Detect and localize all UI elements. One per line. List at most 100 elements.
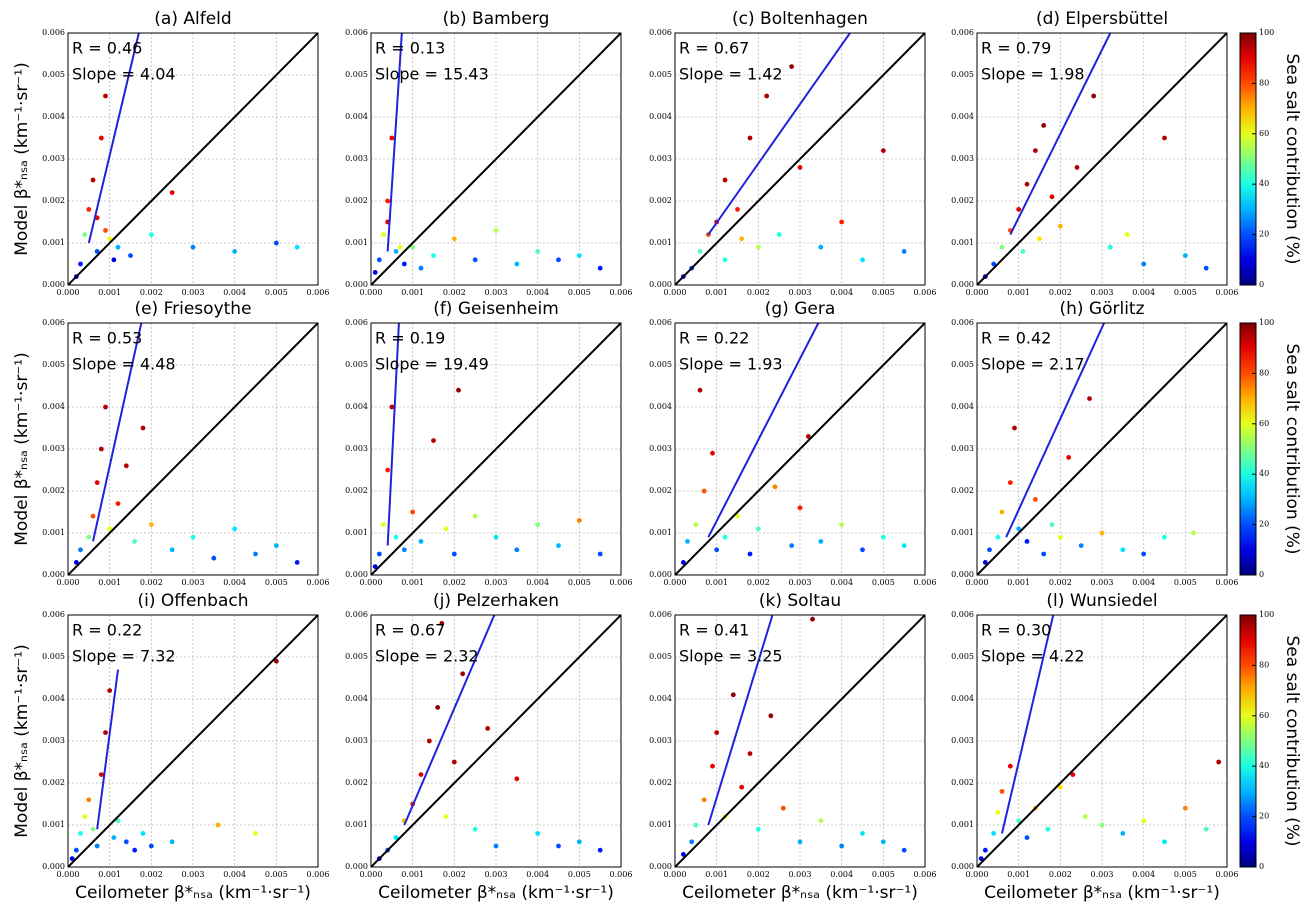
point <box>701 797 707 803</box>
panel: 0.000 0.001 0.002 0.003 0.004 0.005 0.006 0.000… <box>42 299 329 587</box>
point <box>1057 534 1063 540</box>
annotation: Slope = 1.93 <box>679 355 783 374</box>
point <box>211 555 217 561</box>
x-tick-label: 0.001 <box>705 870 728 879</box>
fit-line <box>1005 323 1105 538</box>
point <box>714 730 720 735</box>
colorbar-tick-label: 0 <box>1259 862 1264 871</box>
colorbar-tick-label: 40 <box>1259 179 1269 188</box>
y-tick-label: 0.000 <box>649 862 672 871</box>
point <box>418 539 424 544</box>
y-tick-label: 0.000 <box>649 570 672 579</box>
x-tick-label: 0.000 <box>360 578 383 587</box>
point <box>86 207 92 212</box>
fit-line <box>92 323 143 542</box>
point <box>111 257 117 263</box>
y-tick-label: 0.006 <box>42 318 65 327</box>
fit-line <box>403 615 496 826</box>
point <box>90 177 96 183</box>
point <box>410 509 416 515</box>
point <box>410 244 416 250</box>
colorbar-tick-label: 20 <box>1259 812 1269 821</box>
plot-frame <box>674 614 926 868</box>
panel: 0.000 0.001 0.002 0.003 0.004 0.005 0.006 0.000… <box>345 9 632 297</box>
point <box>115 818 121 824</box>
point <box>1078 543 1084 548</box>
point <box>978 856 984 861</box>
annotation: R = 0.79 <box>981 39 1051 58</box>
point <box>991 261 997 267</box>
y-tick-label: 0.000 <box>42 280 65 289</box>
y-tick-label: 0.001 <box>951 238 974 247</box>
point <box>1203 265 1209 271</box>
point <box>755 526 761 532</box>
x-tick-label: 0.000 <box>966 870 989 879</box>
y-tick-label: 0.006 <box>42 610 65 619</box>
x-tick-label: 0.003 <box>485 288 508 297</box>
y-tick-label: 0.006 <box>345 28 368 37</box>
colorbar <box>1239 32 1257 286</box>
point <box>839 522 845 527</box>
fit-line <box>1009 33 1112 236</box>
point <box>107 526 113 532</box>
points <box>68 323 318 575</box>
point <box>78 547 83 553</box>
one-to-one-line <box>675 615 925 867</box>
point <box>556 257 561 263</box>
fit-line <box>96 669 119 830</box>
y-tick-label: 0.000 <box>42 862 65 871</box>
point <box>140 425 146 431</box>
point <box>1020 249 1026 254</box>
x-tick-label: 0.001 <box>98 578 121 587</box>
point <box>98 446 104 452</box>
x-tick-label: 0.003 <box>485 578 508 587</box>
point <box>372 564 378 569</box>
fit-line <box>1001 615 1055 834</box>
point <box>1141 261 1147 267</box>
x-tick-label: 0.002 <box>1049 288 1072 297</box>
x-tick-label: 0.005 <box>265 578 288 587</box>
y-tick-label: 0.002 <box>951 778 974 787</box>
plot-frame <box>67 614 319 868</box>
point <box>253 831 258 836</box>
x-tick-label: 0.003 <box>182 578 205 587</box>
one-to-one-line <box>977 33 1227 285</box>
y-tick-label: 0.004 <box>42 694 65 703</box>
point <box>535 522 541 527</box>
y-tick-label: 0.005 <box>42 70 65 79</box>
x-tick-label: 0.006 <box>307 578 330 587</box>
point <box>123 839 129 845</box>
point <box>232 526 238 532</box>
point <box>1141 551 1147 557</box>
y-tick-label: 0.000 <box>345 280 368 289</box>
colorbar-tick-label: 40 <box>1259 469 1269 478</box>
point <box>797 505 803 511</box>
y-tick-label: 0.000 <box>42 570 65 579</box>
point <box>1141 818 1147 824</box>
y-tick-label: 0.003 <box>649 444 672 453</box>
point <box>797 839 803 845</box>
point <box>514 776 520 782</box>
y-tick-label: 0.005 <box>42 652 65 661</box>
y-tick-label: 0.004 <box>951 402 974 411</box>
y-tick-label: 0.004 <box>649 694 672 703</box>
x-tick-label: 0.003 <box>1091 870 1114 879</box>
points <box>371 615 621 867</box>
fit-line <box>707 323 820 538</box>
point <box>1057 784 1063 790</box>
x-tick-label: 0.002 <box>747 288 770 297</box>
point <box>460 671 466 677</box>
point <box>514 261 520 267</box>
point <box>1120 831 1126 836</box>
x-tick-label: 0.003 <box>1091 288 1114 297</box>
point <box>78 261 83 267</box>
point <box>556 543 561 548</box>
point <box>1024 181 1030 187</box>
one-to-one-line <box>977 615 1227 867</box>
x-tick-label: 0.005 <box>568 870 591 879</box>
x-tick-label: 0.006 <box>914 578 937 587</box>
point <box>1016 818 1022 824</box>
point <box>730 692 736 698</box>
y-tick-label: 0.001 <box>649 528 672 537</box>
x-tick-label: 0.000 <box>664 578 687 587</box>
